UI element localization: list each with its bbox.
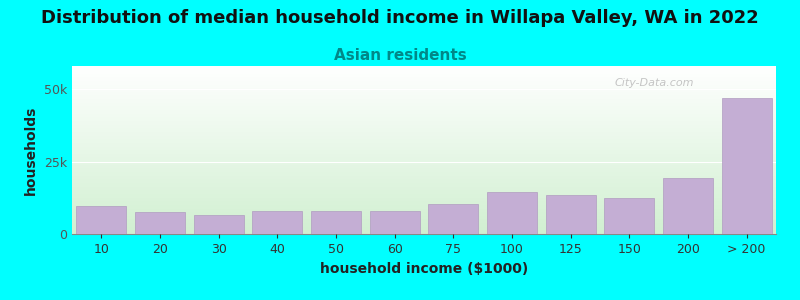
Bar xyxy=(135,212,185,234)
Bar xyxy=(663,178,713,234)
Text: Asian residents: Asian residents xyxy=(334,48,466,63)
Text: City-Data.com: City-Data.com xyxy=(614,78,694,88)
Bar xyxy=(253,211,302,234)
Bar xyxy=(605,198,654,234)
Bar xyxy=(194,215,243,234)
Bar xyxy=(370,212,419,234)
Bar xyxy=(546,195,595,234)
Bar xyxy=(722,98,771,234)
Y-axis label: households: households xyxy=(24,105,38,195)
Bar xyxy=(487,192,537,234)
Text: Distribution of median household income in Willapa Valley, WA in 2022: Distribution of median household income … xyxy=(41,9,759,27)
X-axis label: household income ($1000): household income ($1000) xyxy=(320,262,528,276)
Bar xyxy=(429,204,478,234)
Bar xyxy=(77,206,126,234)
Bar xyxy=(311,212,361,234)
